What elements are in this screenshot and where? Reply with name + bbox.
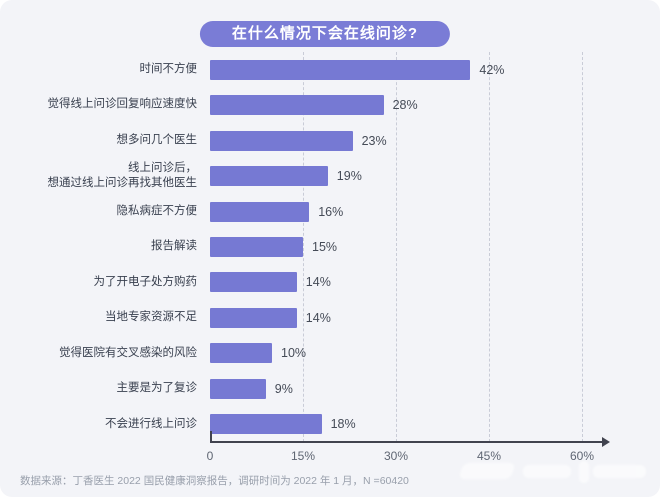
watermark-shape [458,463,516,479]
bar-value-label: 23% [361,133,387,148]
bar-value-label: 28% [392,98,418,113]
bar-row: 觉得医院有交叉感染的风险 10% [0,336,660,371]
bar-value-label: 14% [305,275,331,290]
bar-value-label: 18% [330,417,356,432]
bar-plot-area: 15% [210,236,660,257]
category-label: 时间不方便 [139,62,198,75]
bar-row: 不会进行线上问诊 18% [0,407,660,442]
bar-value-label: 16% [318,204,344,219]
bar [210,201,310,222]
bar-plot-area: 42% [210,59,660,80]
category-label: 觉得线上问诊回复响应速度快 [47,98,198,111]
bar [210,130,353,151]
bar [210,166,328,187]
x-axis-origin-tick [210,431,212,442]
x-tick-label: 45% [476,449,502,463]
bar-plot-area: 14% [210,307,660,328]
bar-row: 报告解读 15% [0,229,660,264]
category-label: 隐私病症不方便 [116,204,198,217]
x-tick-label: 15% [290,449,316,463]
category-label: 主要是为了复诊 [116,382,198,395]
bar [210,236,303,257]
bar-plot-area: 10% [210,343,660,364]
bar-value-label: 42% [479,62,505,77]
category-label: 报告解读 [151,240,197,253]
bar-row: 为了开电子处方购药 14% [0,265,660,300]
category-label: 当地专家资源不足 [105,311,197,324]
chart-title: 在什么情况下会在线问诊? [231,25,419,42]
bar-value-label: 19% [336,169,362,184]
category-label: 想多问几个医生 [116,133,198,146]
x-axis-arrow-icon [602,437,610,447]
bar-row: 当地专家资源不足 14% [0,300,660,335]
bar-plot-area: 19% [210,166,660,187]
category-label: 不会进行线上问诊 [105,417,197,430]
category-label: 为了开电子处方购药 [93,275,198,288]
bar-value-label: 10% [281,346,307,361]
bar-row: 隐私病症不方便 16% [0,194,660,229]
bar [210,95,384,116]
category-label: 觉得医院有交叉感染的风险 [59,346,197,359]
bar-plot-area: 14% [210,272,660,293]
bar-row: 想多问几个医生 23% [0,123,660,158]
x-tick-label: 60% [569,449,595,463]
bar [210,307,297,328]
bar [210,343,272,364]
watermark-shape [593,465,646,478]
bar-row: 觉得线上问诊回复响应速度快 28% [0,87,660,122]
bar-plot-area: 9% [210,378,660,399]
x-tick-label: 0 [206,449,214,463]
bar-plot-area: 16% [210,201,660,222]
x-tick-label: 30% [383,449,409,463]
bar-value-label: 14% [305,310,331,325]
bar-rows: 时间不方便 42% 觉得线上问诊回复响应速度快 28% 想多问几个医生 23% 线上问诊后，… [0,52,660,442]
bar [210,272,297,293]
bar-value-label: 9% [274,381,293,396]
chart-title-pill: 在什么情况下会在线问诊? [199,21,451,47]
bar-row: 时间不方便 42% [0,52,660,87]
x-axis-line [210,441,602,443]
bar [210,414,322,435]
bar-plot-area: 18% [210,414,660,435]
bar-row: 线上问诊后， 想通过线上问诊再找其他医生 19% [0,158,660,193]
bar [210,59,471,80]
x-axis-tick-labels: 0 15% 30% 45% 60% [0,449,660,465]
data-source-note: 数据来源：丁香医生 2022 国民健康洞察报告，调研时间为 2022 年 1 月… [20,475,409,487]
bar-plot-area: 23% [210,130,660,151]
bar [210,378,266,399]
category-label: 线上问诊后， 想通过线上问诊再找其他医生 [47,161,198,190]
bar-row: 主要是为了复诊 9% [0,371,660,406]
bar-plot-area: 28% [210,95,660,116]
watermark-shape [523,465,571,478]
bar-value-label: 15% [312,239,338,254]
